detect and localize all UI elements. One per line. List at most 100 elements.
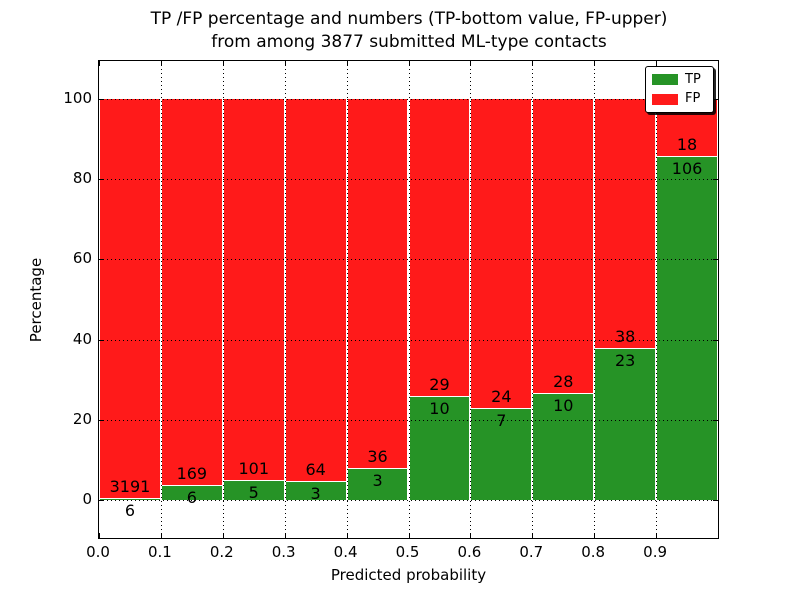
x-tick-label: 0.2 [209, 543, 234, 561]
fp-bar-segment [347, 99, 408, 469]
x-tick-top [222, 61, 224, 66]
tp-count-label: 6 [186, 488, 197, 508]
y-tick-label: 0 [82, 490, 92, 508]
bar-separator [471, 408, 532, 410]
tp-count-label: 106 [671, 159, 703, 179]
tp-bar-segment [285, 482, 346, 500]
x-tick-top [346, 61, 348, 66]
tp-count-label: 7 [496, 411, 507, 431]
y-tick-label: 80 [72, 169, 92, 188]
tp-count-label: 10 [553, 396, 574, 416]
y-tick-right [713, 500, 718, 501]
bar-separator [161, 485, 222, 487]
x-tick-bottom [284, 533, 286, 538]
y-tick-label: 100 [63, 89, 92, 107]
x-tick-bottom [532, 533, 534, 538]
x-tick-top [160, 61, 162, 66]
x-gridline [532, 61, 534, 538]
x-tick-label: 0.9 [643, 543, 668, 561]
fp-legend-swatch [652, 93, 678, 105]
tp-legend-swatch [652, 74, 678, 86]
x-tick-bottom [656, 533, 658, 538]
x-tick-bottom [408, 533, 410, 538]
tp-count-label: 10 [429, 399, 450, 419]
y-tick-right [713, 99, 718, 100]
x-gridline [470, 61, 472, 538]
x-tick-bottom [346, 533, 348, 538]
fp-count-label: 36 [367, 447, 388, 467]
tp-count-label: 5 [248, 483, 259, 503]
chart-title: TP /FP percentage and numbers (TP-bottom… [99, 8, 719, 54]
tp-count-label: 3 [372, 471, 383, 491]
x-tick-label: 0.7 [519, 543, 544, 561]
chart-title-line1: TP /FP percentage and numbers (TP-bottom… [150, 9, 668, 29]
fp-bar-segment [161, 99, 222, 486]
x-tick-label: 0.6 [457, 543, 482, 561]
fp-count-label: 3191 [109, 477, 151, 497]
x-gridline [408, 61, 410, 538]
x-gridline [594, 61, 596, 538]
y-tick-label: 40 [72, 329, 92, 348]
x-tick-top [408, 61, 410, 66]
y-tick-left [99, 99, 104, 100]
x-gridline [656, 61, 658, 538]
fp-count-label: 28 [553, 372, 574, 392]
fp-bar-segment [409, 99, 470, 397]
x-axis-label: Predicted probability [330, 566, 487, 584]
fp-count-label: 169 [176, 464, 208, 484]
bar-separator [409, 396, 470, 398]
x-tick-bottom [222, 533, 224, 538]
tp-legend-label: TP [685, 71, 701, 87]
plot-area: 3191 6 169 6 101 5 64 3 36 3 29 10 24 7 28 10 38 23 18 106 [98, 60, 719, 539]
tp-bar-segment [533, 394, 594, 500]
x-tick-top [532, 61, 534, 66]
bar-separator [657, 156, 717, 158]
tp-bar-segment [347, 469, 408, 500]
y-tick-left [99, 500, 104, 501]
x-gridline [346, 61, 348, 538]
tp-bar-segment [223, 481, 284, 500]
bar-separator [223, 480, 284, 482]
bar-separator [285, 481, 346, 483]
x-tick-label: 0.3 [271, 543, 296, 561]
fp-count-label: 29 [429, 375, 450, 395]
fp-count-label: 64 [305, 460, 326, 480]
x-tick-bottom [594, 533, 596, 538]
tp-bar-segment [471, 409, 532, 500]
x-gridline [284, 61, 286, 538]
y-tick-right [713, 339, 718, 341]
y-tick-right [713, 259, 718, 261]
x-tick-top [470, 61, 472, 66]
tp-count-label: 3 [310, 484, 321, 504]
x-tick-top [284, 61, 286, 66]
chart-title-line2: from among 3877 submitted ML-type contac… [211, 32, 607, 52]
x-tick-top [656, 61, 658, 66]
y-tick-label: 60 [72, 249, 92, 268]
x-tick-label: 0.1 [147, 543, 172, 561]
x-tick-top [594, 61, 596, 66]
fp-bar-segment [533, 99, 594, 394]
tp-bar-segment [657, 157, 717, 500]
legend-item-fp: FP [652, 92, 707, 106]
tp-bar-segment [161, 486, 222, 500]
bar-separator [100, 498, 160, 500]
fp-count-label: 24 [491, 387, 512, 407]
tp-bar-segment [595, 348, 656, 500]
x-tick-label: 0.8 [581, 543, 606, 561]
x-gridline [222, 61, 224, 538]
x-tick-label: 0.4 [333, 543, 358, 561]
x-tick-top [99, 61, 100, 66]
x-tick-bottom [99, 533, 100, 538]
fp-count-label: 18 [676, 135, 698, 155]
fp-bar-segment [471, 99, 532, 409]
bar-separator [347, 468, 408, 470]
tp-bar-segment [100, 499, 160, 501]
y-tick-right [713, 179, 718, 181]
x-tick-label: 0.0 [86, 543, 110, 561]
bar-separator [595, 347, 656, 349]
bar-separator [533, 393, 594, 395]
fp-count-label: 101 [238, 459, 270, 479]
x-tick-bottom [470, 533, 472, 538]
tp-bar-segment [409, 397, 470, 500]
